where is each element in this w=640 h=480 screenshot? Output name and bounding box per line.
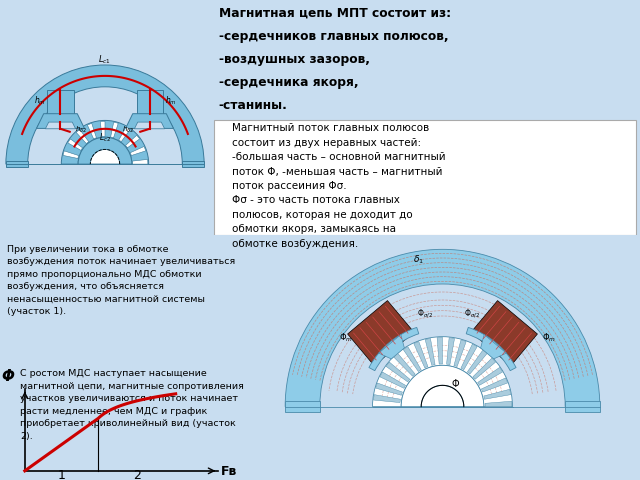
Polygon shape [285, 401, 320, 412]
Text: $\delta_1$: $\delta_1$ [413, 253, 424, 266]
Polygon shape [36, 114, 84, 129]
Polygon shape [454, 340, 466, 367]
Polygon shape [473, 358, 495, 379]
Wedge shape [466, 327, 516, 371]
Text: $\Phi_m$: $\Phi_m$ [542, 331, 556, 344]
Polygon shape [477, 367, 502, 385]
Text: $L_{c1}$: $L_{c1}$ [99, 54, 111, 66]
Polygon shape [374, 395, 401, 403]
Polygon shape [565, 401, 600, 412]
Polygon shape [386, 362, 410, 382]
Wedge shape [421, 385, 464, 407]
Polygon shape [425, 338, 435, 365]
Polygon shape [132, 159, 148, 164]
Wedge shape [61, 120, 148, 164]
Text: $h_m$: $h_m$ [164, 95, 177, 107]
Text: $\Phi$: $\Phi$ [451, 377, 460, 389]
Wedge shape [78, 137, 132, 164]
Wedge shape [90, 149, 120, 164]
Polygon shape [485, 401, 512, 407]
Text: $L_{c2}$: $L_{c2}$ [99, 132, 111, 144]
Text: Φ: Φ [1, 369, 14, 384]
Polygon shape [413, 341, 428, 368]
Text: Магнитный поток главных полюсов
состоит из двух неравных частей:
-большая часть : Магнитный поток главных полюсов состоит … [232, 123, 445, 249]
Wedge shape [401, 365, 484, 407]
Polygon shape [125, 114, 173, 129]
Text: $h_m$: $h_m$ [34, 95, 45, 107]
Polygon shape [68, 139, 83, 150]
Wedge shape [369, 327, 419, 371]
Text: $h_{\delta2}$: $h_{\delta2}$ [122, 125, 134, 135]
Polygon shape [403, 347, 421, 372]
Polygon shape [182, 161, 204, 168]
Text: При увеличении тока в обмотке
возбуждения поток начинает увеличиваться
прямо про: При увеличении тока в обмотке возбуждени… [8, 245, 236, 316]
Polygon shape [131, 146, 146, 156]
Polygon shape [119, 127, 130, 142]
Polygon shape [380, 372, 406, 388]
Polygon shape [481, 335, 506, 359]
Polygon shape [447, 337, 454, 365]
Text: -воздушных зазоров,: -воздушных зазоров, [219, 53, 370, 66]
Polygon shape [63, 151, 79, 158]
Text: 1: 1 [58, 469, 65, 480]
Text: -сердечника якоря,: -сердечника якоря, [219, 76, 358, 89]
Wedge shape [285, 249, 600, 407]
FancyBboxPatch shape [214, 120, 636, 235]
Text: $\Phi_m$: $\Phi_m$ [339, 331, 353, 344]
Polygon shape [467, 350, 487, 374]
Polygon shape [394, 354, 415, 376]
Polygon shape [484, 389, 511, 399]
Polygon shape [471, 300, 538, 366]
Polygon shape [6, 161, 28, 168]
Wedge shape [372, 336, 513, 407]
Polygon shape [47, 90, 74, 114]
Polygon shape [125, 135, 140, 148]
Text: Магнитная цепь МПТ состоит из:: Магнитная цепь МПТ состоит из: [219, 7, 451, 20]
Text: $\Phi_{\sigma/2}$: $\Phi_{\sigma/2}$ [417, 307, 433, 320]
Text: $\Phi_{\sigma/2}$: $\Phi_{\sigma/2}$ [464, 307, 480, 320]
Polygon shape [437, 337, 442, 364]
Text: Fв: Fв [221, 466, 237, 479]
Polygon shape [348, 300, 414, 366]
Text: -станины.: -станины. [219, 99, 287, 112]
Polygon shape [379, 335, 404, 359]
Text: -сердечников главных полюсов,: -сердечников главных полюсов, [219, 30, 448, 43]
Polygon shape [111, 122, 118, 138]
Polygon shape [76, 130, 89, 144]
Polygon shape [100, 121, 105, 136]
Polygon shape [461, 344, 477, 370]
Polygon shape [45, 122, 76, 129]
Text: 2: 2 [133, 469, 141, 480]
Text: С ростом МДС наступает насыщение
магнитной цепи, магнитные сопротивления
участко: С ростом МДС наступает насыщение магнитн… [20, 369, 244, 441]
Polygon shape [134, 122, 164, 129]
Wedge shape [6, 65, 204, 164]
Text: $h_{\delta2}$: $h_{\delta2}$ [76, 125, 88, 135]
Polygon shape [136, 90, 163, 114]
Polygon shape [481, 378, 508, 392]
Polygon shape [376, 383, 403, 395]
Polygon shape [88, 123, 97, 139]
